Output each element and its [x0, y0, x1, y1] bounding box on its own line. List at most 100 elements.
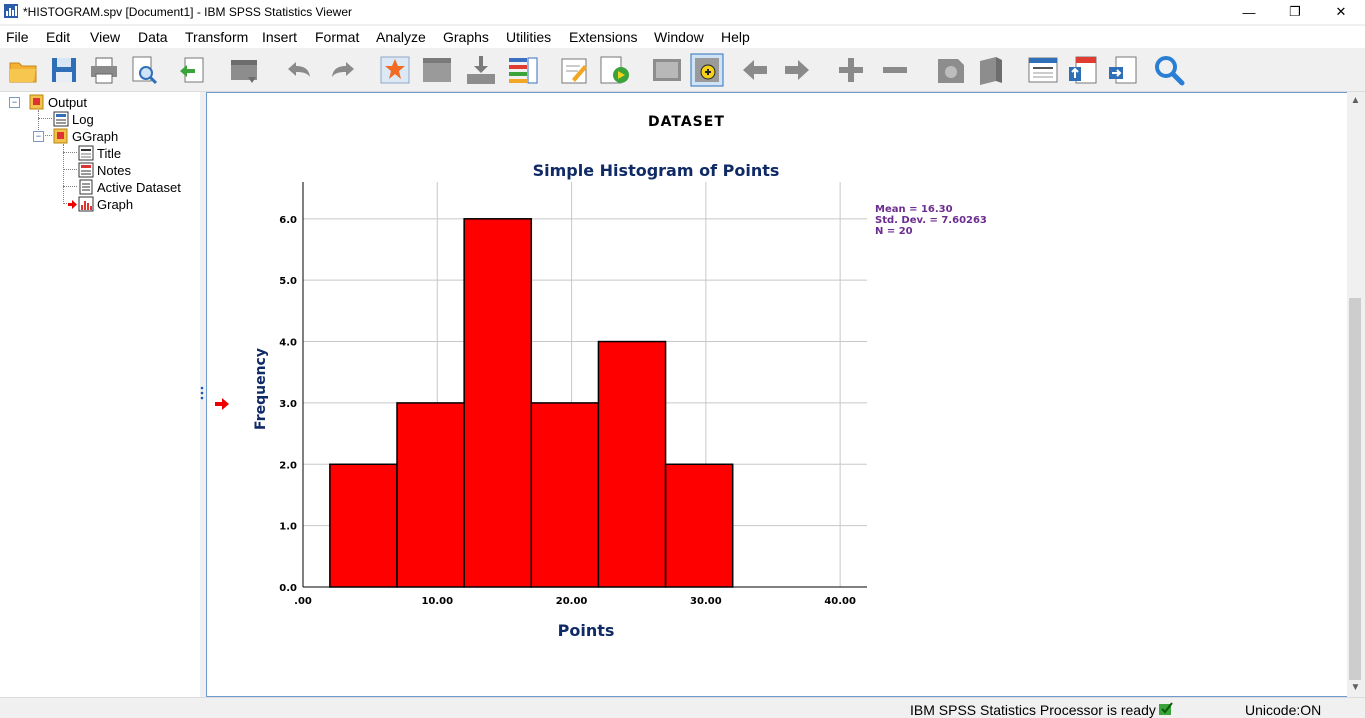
menu-data[interactable]: Data [138, 29, 168, 45]
toolbar [0, 49, 1365, 92]
processor-ready-icon [1159, 702, 1173, 715]
print-preview-icon[interactable] [127, 53, 161, 87]
search-icon[interactable] [1152, 53, 1186, 87]
tree-item-active-dataset[interactable]: Active Dataset [78, 179, 181, 195]
insert-title-icon[interactable] [1066, 53, 1100, 87]
menu-insert[interactable]: Insert [262, 29, 298, 45]
output-collapse-toggle[interactable]: − [9, 97, 20, 108]
tree-label-output: Output [48, 94, 88, 110]
window-title: *HISTOGRAM.spv [Document1] - IBM SPSS St… [23, 5, 352, 19]
active-dataset-icon [79, 179, 93, 195]
tree-label-active-dataset: Active Dataset [97, 179, 181, 195]
stats-line: Std. Dev. = 7.60263 [875, 215, 987, 226]
x-tick-label: 40.00 [824, 596, 856, 607]
histogram-bar [664, 463, 734, 588]
insert-text-icon[interactable] [1106, 53, 1140, 87]
designate-window-icon[interactable] [558, 53, 592, 87]
y-tick-label: 6.0 [279, 215, 297, 226]
current-item-arrow-icon [68, 199, 77, 209]
y-axis-label: Frequency [253, 348, 269, 430]
menu-help[interactable]: Help [721, 29, 750, 45]
redo-icon[interactable] [326, 53, 360, 87]
close-button[interactable]: ✕ [1335, 4, 1347, 19]
y-tick-label: 0.0 [279, 583, 297, 594]
x-axis-label: Points [558, 621, 615, 640]
y-tick-label: 1.0 [279, 522, 297, 533]
menu-graphs[interactable]: Graphs [443, 29, 489, 45]
spss-app-icon [4, 4, 18, 18]
pane-splitter[interactable] [200, 92, 206, 697]
insert-heading-icon[interactable] [1026, 53, 1060, 87]
x-tick-label: 30.00 [690, 596, 722, 607]
goto-variable-icon[interactable] [420, 53, 454, 87]
menu-extensions[interactable]: Extensions [569, 29, 638, 45]
scroll-up-icon[interactable]: ▲ [1350, 95, 1361, 106]
x-tick-label: 20.00 [556, 596, 588, 607]
tree-item-graph[interactable]: Graph [68, 196, 133, 212]
y-tick-label: 2.0 [279, 460, 297, 471]
tree-item-ggraph[interactable]: GGraph [53, 128, 118, 144]
stats-line: N = 20 [875, 226, 913, 237]
processor-status: IBM SPSS Statistics Processor is ready [910, 702, 1156, 718]
menu-edit[interactable]: Edit [46, 29, 71, 45]
ggraph-book-icon [53, 128, 68, 144]
histogram-bar [597, 340, 667, 588]
maximize-button[interactable]: ❐ [1289, 4, 1301, 19]
forward-icon[interactable] [780, 53, 814, 87]
histogram-bar [396, 402, 465, 588]
expand-icon[interactable] [834, 53, 868, 87]
goto-case-icon[interactable] [378, 53, 412, 87]
tree-label-notes: Notes [97, 162, 131, 178]
tree-item-notes[interactable]: Notes [78, 162, 131, 178]
unicode-status: Unicode:ON [1245, 702, 1322, 718]
menu-analyze[interactable]: Analyze [376, 29, 426, 45]
menu-window[interactable]: Window [654, 29, 704, 45]
title-icon [78, 145, 94, 161]
select-last-output-icon[interactable] [690, 53, 724, 87]
current-output-arrow-icon [215, 398, 229, 410]
log-icon [53, 111, 69, 127]
variables-icon[interactable] [506, 53, 540, 87]
tree-label-graph: Graph [97, 196, 134, 212]
tree-label-title: Title [97, 145, 122, 161]
menu-view[interactable]: View [90, 29, 121, 45]
menu-transform[interactable]: Transform [185, 29, 249, 45]
outline-pane: − − Output Log GGraph Title Notes Active… [0, 92, 201, 697]
menu-file[interactable]: File [6, 29, 29, 45]
splitter-grip-icon [200, 386, 204, 400]
scroll-down-icon[interactable]: ▼ [1350, 682, 1361, 693]
hide-icon[interactable] [974, 53, 1008, 87]
insert-case-icon[interactable] [464, 53, 498, 87]
show-all-icon[interactable] [650, 53, 684, 87]
menu-bar: File Edit View Data Transform Insert For… [0, 26, 1365, 48]
tree-label-ggraph: GGraph [72, 128, 119, 144]
ggraph-collapse-toggle[interactable]: − [33, 131, 44, 142]
graph-icon [78, 196, 94, 212]
menu-format[interactable]: Format [315, 29, 360, 45]
tree-item-output[interactable]: Output [29, 94, 87, 110]
print-icon[interactable] [87, 53, 121, 87]
open-icon[interactable] [6, 53, 40, 87]
run-script-icon[interactable] [598, 53, 632, 87]
vertical-scrollbar[interactable]: ▲ ▼ [1347, 92, 1364, 697]
show-icon[interactable] [934, 53, 968, 87]
menu-utilities[interactable]: Utilities [506, 29, 552, 45]
histogram-bar [329, 463, 398, 588]
save-icon[interactable] [47, 53, 81, 87]
back-icon[interactable] [738, 53, 772, 87]
export-icon[interactable] [176, 53, 210, 87]
tree-item-title[interactable]: Title [78, 145, 121, 161]
minimize-button[interactable]: — [1242, 4, 1256, 20]
collapse-icon[interactable] [878, 53, 912, 87]
title-bar: *HISTOGRAM.spv [Document1] - IBM SPSS St… [0, 0, 1365, 24]
histogram-bar [463, 218, 533, 588]
scroll-thumb[interactable] [1349, 298, 1361, 680]
y-tick-label: 5.0 [279, 276, 297, 287]
recall-dialog-icon[interactable] [228, 53, 262, 87]
y-tick-label: 3.0 [279, 399, 297, 410]
output-book-icon [29, 94, 44, 110]
tree-item-log[interactable]: Log [53, 111, 94, 127]
undo-icon[interactable] [282, 53, 316, 87]
histogram-chart[interactable]: Simple Histogram of Points .00 10.00 20.00… [237, 148, 1037, 708]
stats-line: Mean = 16.30 [875, 204, 953, 215]
